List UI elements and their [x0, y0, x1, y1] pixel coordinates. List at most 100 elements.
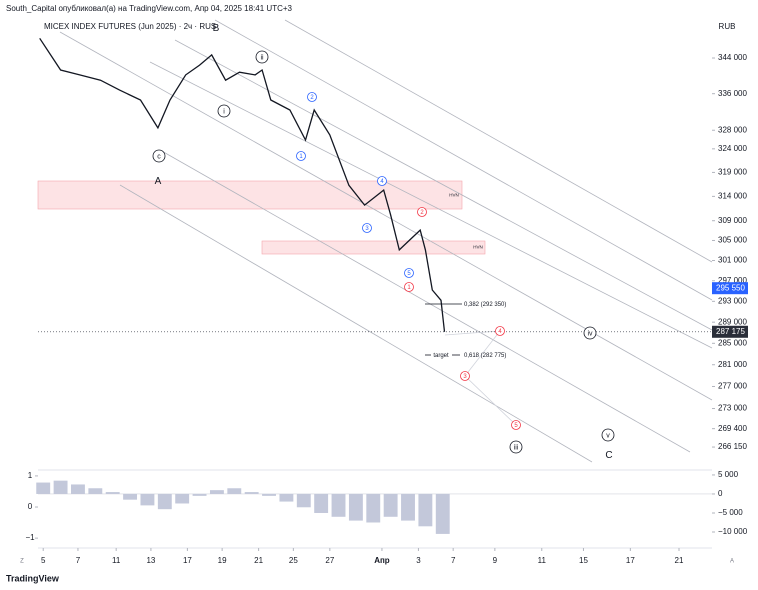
wave-circle — [307, 92, 317, 102]
price-line — [39, 37, 446, 332]
wave-circle — [583, 326, 597, 340]
x-tick-label: 19 — [218, 556, 227, 565]
y-tick-label: 301 000 — [718, 256, 747, 265]
wave-label: 3 — [365, 226, 369, 232]
price-label-box — [712, 325, 748, 338]
histogram-bar — [366, 493, 381, 523]
y-tick-label: 344 000 — [718, 53, 747, 62]
histogram-bar — [279, 493, 294, 502]
wave-label: i — [223, 108, 225, 115]
wave-label: C — [605, 450, 612, 461]
histogram-bar — [383, 493, 398, 517]
y-tick-label: 1 — [28, 471, 33, 480]
channel-line — [59, 31, 713, 401]
wave-label: iii — [514, 444, 519, 451]
histogram-bar — [71, 484, 85, 494]
wave-label: iv — [587, 330, 593, 337]
y-tick-label: 285 000 — [718, 338, 747, 347]
axis-button[interactable]: A — [730, 559, 734, 565]
x-tick-label: 3 — [416, 556, 421, 565]
channel-line — [119, 184, 593, 463]
x-tick-label: 21 — [675, 556, 684, 565]
y-tick-label: 289 000 — [718, 317, 747, 326]
wave-label: HVN — [449, 193, 459, 198]
price-label: 287 175 — [716, 327, 745, 336]
currency: RUB — [719, 22, 736, 31]
wave-label: v — [606, 432, 610, 439]
x-tick-label: 13 — [146, 556, 155, 565]
price-label-box — [712, 282, 748, 295]
x-tick-label: 11 — [538, 556, 547, 565]
wave-circle — [417, 207, 427, 217]
x-tick-label: 17 — [183, 556, 192, 565]
wave-label: 5 — [407, 271, 411, 277]
wave-label: 4 — [380, 179, 384, 185]
wave-label: ii — [260, 54, 264, 61]
hvn-zone — [37, 180, 463, 210]
histogram-bar — [36, 482, 51, 494]
x-tick-label: 7 — [451, 556, 456, 565]
histogram-bar — [140, 493, 155, 506]
wave-label: 0,382 (292 350) — [464, 302, 506, 308]
wave-circle — [296, 151, 306, 161]
y-tick-label: 305 000 — [718, 236, 747, 245]
wave-circle — [601, 428, 615, 442]
histogram-bar — [105, 492, 120, 494]
histogram-bar — [157, 493, 172, 510]
histogram-bar — [88, 488, 103, 494]
brand: TradingView — [6, 573, 60, 583]
wave-circle — [377, 176, 387, 186]
histogram-bar — [401, 493, 415, 521]
wave-circle — [152, 149, 166, 163]
wave-label: 3 — [463, 374, 467, 380]
axis-button[interactable]: Z — [20, 559, 24, 565]
y-tick-label: −1 — [25, 533, 35, 542]
y-tick-label: 281 000 — [718, 360, 747, 369]
publisher-line: South_Capital опубликовал(а) на TradingV… — [6, 4, 293, 13]
wave-label: target — [433, 353, 449, 359]
wave-label: B — [213, 23, 220, 34]
wave-label: HVN — [473, 245, 483, 250]
y-tick-label: 314 000 — [718, 191, 747, 200]
wave-label: c — [157, 153, 161, 160]
histogram-bar — [209, 490, 224, 494]
histogram-bar — [331, 493, 346, 517]
x-tick-label: 25 — [289, 556, 298, 565]
x-tick-label: 7 — [76, 556, 81, 565]
y-tick-label: 293 000 — [718, 296, 747, 305]
wave-circle — [495, 326, 505, 336]
price-label: 295 550 — [716, 283, 745, 292]
y-tick-label: 319 000 — [718, 168, 747, 177]
y-tick-label: 266 150 — [718, 442, 747, 451]
histogram-bar — [435, 493, 450, 534]
histogram-bar — [418, 493, 433, 527]
histogram-bar — [314, 493, 329, 513]
y-tick-label: 277 000 — [718, 382, 747, 391]
x-tick-label: 9 — [493, 556, 498, 565]
y2-tick-label: −5 000 — [718, 508, 743, 517]
y-tick-label: 336 000 — [718, 89, 747, 98]
x-tick-label: Апр — [374, 556, 390, 565]
wave-circle — [404, 268, 414, 278]
wave-circle — [255, 50, 269, 64]
histogram-bar — [296, 493, 311, 508]
wave-circle — [511, 420, 521, 430]
histogram-bar — [227, 488, 242, 494]
histogram-bar — [262, 493, 276, 496]
channel-line — [214, 19, 713, 301]
wave-label: 5 — [514, 423, 518, 429]
wave-label: 1 — [407, 285, 411, 291]
y-tick-label: 269 400 — [718, 424, 747, 433]
y-tick-label: 324 000 — [718, 144, 747, 153]
wave-label: A — [155, 176, 162, 187]
projection-path — [444, 330, 517, 426]
x-tick-label: 27 — [325, 556, 334, 565]
wave-label: 2 — [420, 210, 424, 216]
y-tick-label: 309 000 — [718, 216, 747, 225]
histogram-bar — [192, 493, 207, 496]
x-tick-label: 21 — [254, 556, 263, 565]
channel-line — [174, 39, 713, 331]
y2-tick-label: 5 000 — [718, 470, 739, 479]
